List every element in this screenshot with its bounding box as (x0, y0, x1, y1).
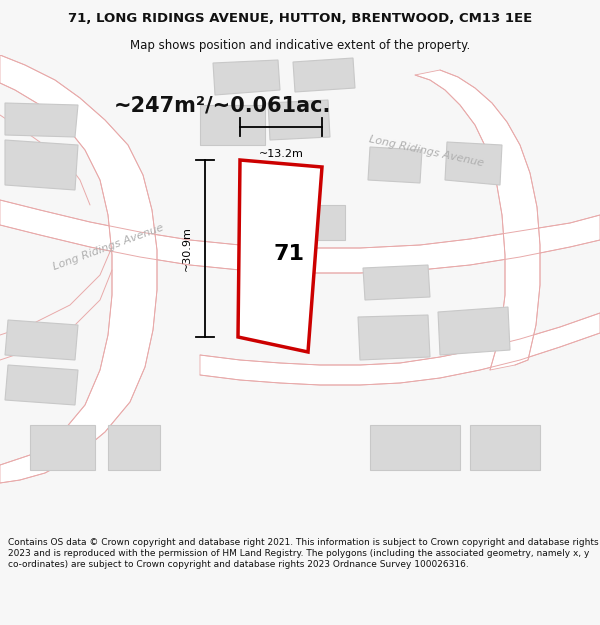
Polygon shape (445, 142, 502, 185)
Polygon shape (108, 425, 160, 470)
Polygon shape (368, 147, 422, 183)
Polygon shape (213, 60, 280, 95)
Polygon shape (438, 307, 510, 355)
Text: 71: 71 (274, 244, 305, 264)
Polygon shape (248, 205, 295, 245)
Polygon shape (363, 265, 430, 300)
Text: ~30.9m: ~30.9m (182, 226, 192, 271)
Polygon shape (30, 425, 95, 470)
Polygon shape (415, 70, 540, 370)
Polygon shape (305, 205, 345, 240)
Polygon shape (5, 103, 78, 137)
Polygon shape (5, 365, 78, 405)
Text: ~247m²/~0.061ac.: ~247m²/~0.061ac. (113, 96, 331, 116)
Polygon shape (293, 58, 355, 92)
Text: Contains OS data © Crown copyright and database right 2021. This information is : Contains OS data © Crown copyright and d… (8, 538, 598, 569)
Polygon shape (5, 320, 78, 360)
Text: Long Ridings Avenue: Long Ridings Avenue (368, 134, 484, 168)
Text: Long Ridings Avenue: Long Ridings Avenue (51, 222, 165, 272)
Text: Map shows position and indicative extent of the property.: Map shows position and indicative extent… (130, 39, 470, 51)
Polygon shape (370, 425, 460, 470)
Polygon shape (238, 160, 322, 352)
Polygon shape (358, 315, 430, 360)
Text: 71, LONG RIDINGS AVENUE, HUTTON, BRENTWOOD, CM13 1EE: 71, LONG RIDINGS AVENUE, HUTTON, BRENTWO… (68, 12, 532, 25)
Text: ~13.2m: ~13.2m (259, 149, 304, 159)
Polygon shape (200, 313, 600, 385)
Polygon shape (0, 55, 157, 483)
Polygon shape (268, 100, 330, 140)
Polygon shape (470, 425, 540, 470)
Polygon shape (5, 140, 78, 190)
Polygon shape (0, 200, 600, 273)
Polygon shape (200, 105, 265, 145)
